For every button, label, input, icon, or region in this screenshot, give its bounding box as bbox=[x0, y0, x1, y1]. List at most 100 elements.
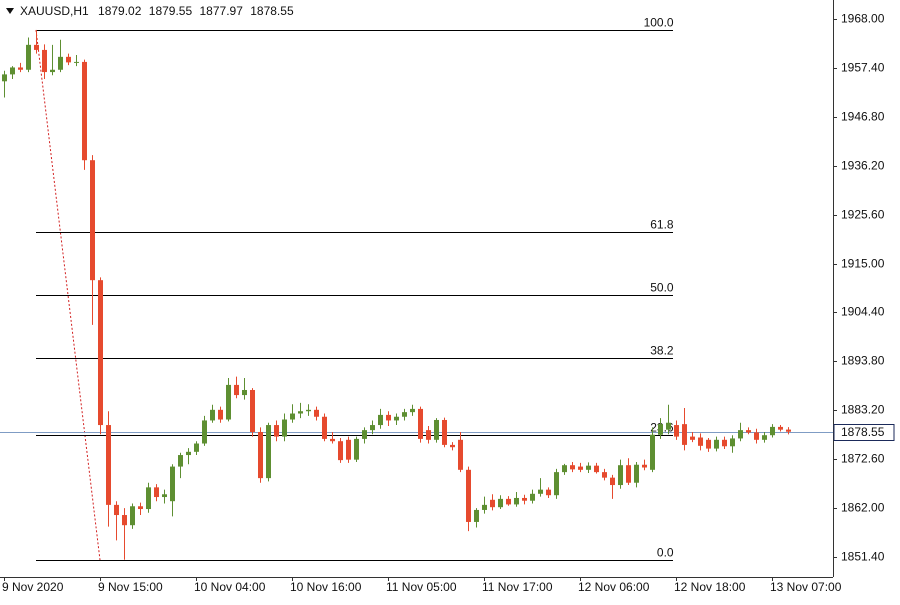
fib-label: 61.8 bbox=[650, 218, 674, 232]
candle-body bbox=[250, 389, 255, 432]
x-tick-label: 12 Nov 18:00 bbox=[674, 580, 746, 594]
candle-body bbox=[338, 441, 343, 461]
candle-body bbox=[434, 419, 439, 440]
y-tick-label: 1936.20 bbox=[841, 159, 885, 173]
candle-body bbox=[762, 435, 767, 440]
candle-body bbox=[66, 56, 71, 63]
candle-body bbox=[482, 504, 487, 510]
candle-body bbox=[370, 425, 375, 431]
y-tick-label: 1925.60 bbox=[841, 208, 885, 222]
candle-body bbox=[706, 439, 711, 449]
candle-body bbox=[82, 61, 87, 161]
candle-body bbox=[674, 425, 679, 437]
candle-body bbox=[26, 44, 31, 70]
y-tick-label: 1946.80 bbox=[841, 110, 885, 124]
candle-body bbox=[98, 280, 103, 426]
candle-body bbox=[290, 413, 295, 420]
candle-body bbox=[2, 74, 7, 82]
candle-body bbox=[586, 465, 591, 470]
candle-body bbox=[642, 464, 647, 468]
candle-body bbox=[114, 504, 119, 516]
candle-body bbox=[314, 409, 319, 417]
fib-label: 100.0 bbox=[644, 16, 674, 30]
x-tick-label: 12 Nov 06:00 bbox=[578, 580, 650, 594]
candle-body bbox=[50, 69, 55, 73]
candle-body bbox=[426, 430, 431, 440]
candle-body bbox=[362, 430, 367, 439]
y-tick-label: 1851.40 bbox=[841, 550, 885, 564]
y-tick-label: 1893.80 bbox=[841, 354, 885, 368]
candle-body bbox=[194, 443, 199, 452]
y-tick-label: 1862.00 bbox=[841, 501, 885, 515]
candle-body bbox=[266, 425, 271, 479]
candle-body bbox=[410, 408, 415, 413]
candle-body bbox=[74, 61, 79, 63]
x-tick-label: 10 Nov 04:00 bbox=[194, 580, 266, 594]
candle-body bbox=[730, 438, 735, 447]
candle-body bbox=[322, 416, 327, 439]
candle-body bbox=[226, 384, 231, 420]
candle-body bbox=[570, 465, 575, 470]
candle-body bbox=[154, 487, 159, 498]
header-high: 1879.55 bbox=[149, 4, 193, 18]
header: XAUUSD,H1 1879.02 1879.55 1877.97 1878.5… bbox=[20, 4, 294, 18]
candle-body bbox=[162, 494, 167, 498]
candle-body bbox=[298, 411, 303, 414]
candle-body bbox=[690, 436, 695, 440]
x-tick-label: 13 Nov 07:00 bbox=[770, 580, 842, 594]
candle-body bbox=[522, 497, 527, 501]
menu-arrow[interactable] bbox=[6, 8, 14, 14]
candle-body bbox=[602, 472, 607, 478]
candle-body bbox=[546, 489, 551, 496]
candle-body bbox=[210, 409, 215, 421]
candle-body bbox=[34, 44, 39, 50]
candle-body bbox=[170, 466, 175, 502]
x-tick-label: 9 Nov 2020 bbox=[2, 580, 64, 594]
candle-body bbox=[186, 451, 191, 456]
candle-body bbox=[378, 414, 383, 426]
candle-body bbox=[666, 422, 671, 430]
candle-body bbox=[634, 464, 639, 483]
candle-body bbox=[618, 465, 623, 486]
candle-body bbox=[146, 487, 151, 510]
candle-body bbox=[682, 424, 687, 445]
fib-label: 0.0 bbox=[657, 546, 674, 560]
candle-body bbox=[770, 426, 775, 436]
candle-body bbox=[138, 506, 143, 510]
candle-body bbox=[498, 498, 503, 508]
candle-body bbox=[514, 497, 519, 505]
candle-body bbox=[130, 506, 135, 526]
candle-body bbox=[418, 408, 423, 439]
candle-body bbox=[58, 56, 63, 70]
candle-body bbox=[626, 465, 631, 483]
candle-body bbox=[778, 426, 783, 430]
candle-body bbox=[242, 389, 247, 396]
candle-body bbox=[386, 414, 391, 421]
header-low: 1877.97 bbox=[200, 4, 244, 18]
header-close: 1878.55 bbox=[250, 4, 294, 18]
candle-body bbox=[650, 434, 655, 470]
candle-body bbox=[578, 466, 583, 470]
candle-body bbox=[450, 444, 455, 448]
x-tick-label: 11 Nov 05:00 bbox=[386, 580, 457, 594]
candle-body bbox=[306, 409, 311, 412]
y-tick-label: 1904.40 bbox=[841, 305, 885, 319]
candle-body bbox=[714, 439, 719, 449]
price-label: 1878.55 bbox=[841, 425, 885, 439]
candle-body bbox=[746, 430, 751, 433]
candle-body bbox=[466, 469, 471, 522]
candle-body bbox=[330, 438, 335, 442]
candle-body bbox=[698, 437, 703, 446]
x-tick-label: 11 Nov 17:00 bbox=[482, 580, 553, 594]
candle-body bbox=[42, 49, 47, 73]
candle-body bbox=[106, 425, 111, 505]
candle-body bbox=[562, 465, 567, 473]
x-tick-label: 10 Nov 16:00 bbox=[290, 580, 362, 594]
price-label-box bbox=[833, 424, 895, 441]
fib-trend-line bbox=[35, 29, 101, 561]
candle-body bbox=[490, 499, 495, 508]
y-tick-label: 1915.00 bbox=[841, 257, 885, 271]
candle-body bbox=[786, 429, 791, 432]
candle-body bbox=[394, 416, 399, 421]
